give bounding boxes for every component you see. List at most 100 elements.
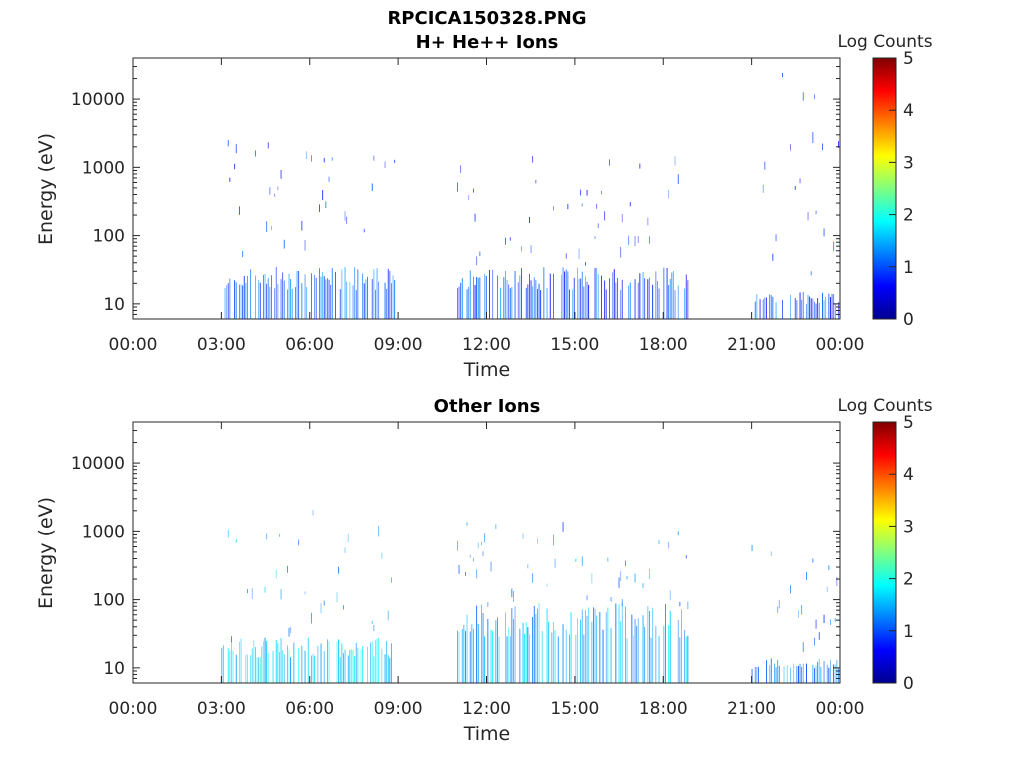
low-energy-stripe xyxy=(666,268,668,319)
low-energy-stripe xyxy=(271,275,272,319)
high-energy-fleck xyxy=(280,589,282,600)
x-axis-label: Time xyxy=(463,359,511,381)
high-energy-fleck xyxy=(764,161,766,170)
low-energy-stripe xyxy=(387,655,389,683)
low-energy-stripe xyxy=(769,294,771,319)
low-energy-stripe xyxy=(535,280,537,319)
low-energy-stripe xyxy=(280,279,282,319)
low-energy-stripe xyxy=(610,628,612,683)
low-energy-stripe xyxy=(221,647,223,683)
high-energy-fleck xyxy=(801,605,803,615)
high-energy-fleck xyxy=(537,538,538,544)
high-energy-fleck xyxy=(530,245,532,253)
high-energy-fleck xyxy=(509,237,511,241)
low-energy-stripe xyxy=(812,664,814,683)
low-energy-stripe xyxy=(751,668,753,683)
low-energy-stripe xyxy=(669,278,671,319)
low-energy-stripe xyxy=(817,661,819,683)
high-energy-fleck xyxy=(812,558,814,563)
low-energy-stripe xyxy=(247,275,248,319)
low-energy-stripe xyxy=(363,283,365,319)
low-energy-stripe xyxy=(251,648,253,683)
low-energy-stripe xyxy=(565,629,567,683)
low-energy-stripe xyxy=(347,655,349,683)
low-energy-stripe xyxy=(814,301,815,319)
high-energy-fleck xyxy=(601,190,602,195)
low-energy-stripe xyxy=(561,274,562,319)
low-energy-stripe xyxy=(551,632,553,683)
low-energy-stripe xyxy=(569,289,570,319)
y-axis-label: Energy (eV) xyxy=(35,497,57,609)
low-energy-stripe xyxy=(826,664,828,683)
low-energy-stripe xyxy=(497,617,498,683)
low-energy-stripe xyxy=(647,606,649,683)
low-energy-stripe xyxy=(509,636,511,683)
colorbar-tick-label: 0 xyxy=(903,674,914,694)
low-energy-stripe xyxy=(269,286,271,319)
high-energy-fleck xyxy=(799,178,801,184)
low-energy-stripe xyxy=(482,613,484,683)
low-energy-stripe xyxy=(527,627,529,683)
low-energy-stripe xyxy=(514,606,516,683)
low-energy-stripe xyxy=(578,278,580,319)
low-energy-stripe xyxy=(834,303,836,319)
high-energy-fleck xyxy=(833,241,835,252)
high-energy-fleck xyxy=(521,246,522,252)
high-energy-fleck xyxy=(610,597,612,602)
low-energy-stripe xyxy=(375,289,376,319)
low-energy-stripe xyxy=(583,286,585,319)
low-energy-stripe xyxy=(338,639,340,683)
x-tick-label: 00:00 xyxy=(109,335,158,355)
low-energy-stripe xyxy=(652,284,654,319)
low-energy-stripe xyxy=(650,637,652,683)
high-energy-fleck xyxy=(274,193,276,197)
low-energy-stripe xyxy=(570,612,572,683)
colorbar-tick-label: 1 xyxy=(903,258,914,278)
low-energy-stripe xyxy=(801,667,803,683)
low-energy-stripe xyxy=(831,293,833,319)
high-energy-fleck xyxy=(280,169,282,179)
colorbar-tick-label: 3 xyxy=(903,517,914,537)
low-energy-stripe xyxy=(562,624,564,683)
low-energy-stripe xyxy=(599,612,601,683)
low-energy-stripe xyxy=(647,279,649,319)
low-energy-stripe xyxy=(796,300,798,319)
low-energy-stripe xyxy=(687,635,689,683)
low-energy-stripe xyxy=(287,645,288,683)
x-tick-label: 00:00 xyxy=(109,699,158,719)
low-energy-stripe xyxy=(239,641,240,683)
low-energy-stripe xyxy=(394,280,396,319)
high-energy-fleck xyxy=(790,144,791,151)
low-energy-stripe xyxy=(298,648,300,683)
low-energy-stripe xyxy=(473,276,474,319)
high-energy-fleck xyxy=(387,610,389,621)
low-energy-stripe xyxy=(557,636,559,683)
high-energy-fleck xyxy=(336,592,338,603)
low-energy-stripe xyxy=(546,287,548,319)
high-energy-fleck xyxy=(586,595,588,601)
low-energy-stripe xyxy=(508,626,510,683)
high-energy-fleck xyxy=(794,186,796,190)
high-energy-fleck xyxy=(338,566,340,574)
low-energy-stripe xyxy=(487,619,489,683)
high-energy-fleck xyxy=(311,155,312,162)
low-energy-stripe xyxy=(288,649,290,683)
colorbar-tick-label: 2 xyxy=(903,570,914,590)
high-energy-fleck xyxy=(762,184,764,193)
high-energy-fleck xyxy=(621,599,623,607)
low-energy-stripe xyxy=(389,657,391,683)
low-energy-stripe xyxy=(617,278,618,319)
high-energy-fleck xyxy=(679,601,681,607)
high-energy-fleck xyxy=(553,534,554,546)
low-energy-stripe xyxy=(834,664,836,683)
low-energy-stripe xyxy=(266,283,268,319)
high-energy-fleck xyxy=(626,576,628,580)
low-energy-stripe xyxy=(591,621,593,683)
low-energy-stripe xyxy=(239,284,240,319)
low-energy-stripe xyxy=(625,606,626,683)
low-energy-stripe xyxy=(679,637,681,683)
low-energy-stripe xyxy=(605,289,607,319)
high-energy-fleck xyxy=(770,551,772,556)
low-energy-stripe xyxy=(663,267,665,319)
